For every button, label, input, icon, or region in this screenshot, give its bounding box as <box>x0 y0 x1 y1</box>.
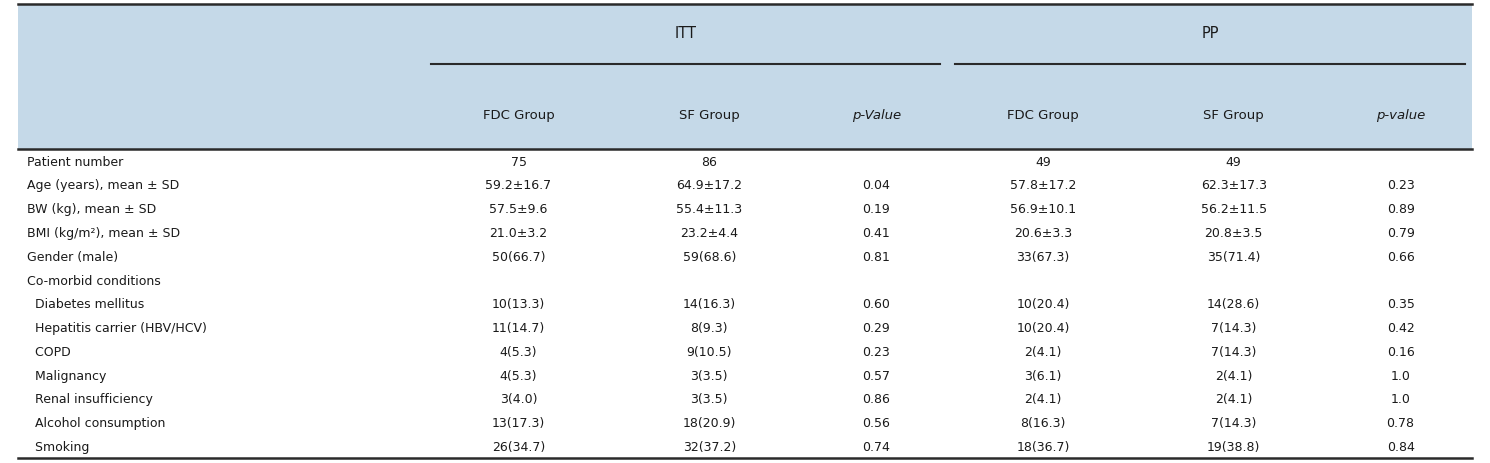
Text: 3(6.1): 3(6.1) <box>1024 369 1062 382</box>
Text: 32(37.2): 32(37.2) <box>682 440 736 453</box>
Text: 62.3±17.3: 62.3±17.3 <box>1201 179 1266 192</box>
Text: Alcohol consumption: Alcohol consumption <box>27 416 165 429</box>
Text: 59.2±16.7: 59.2±16.7 <box>486 179 551 192</box>
Text: 0.23: 0.23 <box>863 345 890 358</box>
Text: 0.35: 0.35 <box>1387 298 1414 311</box>
Text: 23.2±4.4: 23.2±4.4 <box>681 226 738 239</box>
Text: 7(14.3): 7(14.3) <box>1211 321 1256 334</box>
Text: SF Group: SF Group <box>679 109 739 122</box>
Text: 0.41: 0.41 <box>863 226 890 239</box>
Text: Co-morbid conditions: Co-morbid conditions <box>27 274 161 287</box>
Text: Smoking: Smoking <box>27 440 89 453</box>
Text: 0.60: 0.60 <box>863 298 890 311</box>
Text: 20.8±3.5: 20.8±3.5 <box>1204 226 1264 239</box>
Text: 8(16.3): 8(16.3) <box>1021 416 1065 429</box>
Text: 2(4.1): 2(4.1) <box>1214 369 1253 382</box>
Text: ITT: ITT <box>675 26 696 41</box>
Text: 35(71.4): 35(71.4) <box>1207 250 1261 263</box>
Text: 0.29: 0.29 <box>863 321 890 334</box>
Text: 57.5±9.6: 57.5±9.6 <box>489 203 548 216</box>
Text: 9(10.5): 9(10.5) <box>687 345 732 358</box>
Text: Malignancy: Malignancy <box>27 369 106 382</box>
Text: 10(13.3): 10(13.3) <box>492 298 545 311</box>
Text: 1.0: 1.0 <box>1390 369 1411 382</box>
Text: Renal insufficiency: Renal insufficiency <box>27 393 152 406</box>
Text: BW (kg), mean ± SD: BW (kg), mean ± SD <box>27 203 156 216</box>
Text: 4(5.3): 4(5.3) <box>499 369 538 382</box>
Text: 8(9.3): 8(9.3) <box>690 321 729 334</box>
Text: 0.81: 0.81 <box>863 250 890 263</box>
Text: 2(4.1): 2(4.1) <box>1024 345 1062 358</box>
Text: 49: 49 <box>1226 156 1241 169</box>
Text: 3(4.0): 3(4.0) <box>499 393 538 406</box>
Text: 0.23: 0.23 <box>1387 179 1414 192</box>
Text: 10(20.4): 10(20.4) <box>1016 298 1070 311</box>
Text: 7(14.3): 7(14.3) <box>1211 345 1256 358</box>
Bar <box>18 81 1472 150</box>
Text: Patient number: Patient number <box>27 156 124 169</box>
Text: 0.04: 0.04 <box>863 179 890 192</box>
Text: 55.4±11.3: 55.4±11.3 <box>676 203 742 216</box>
Text: 33(67.3): 33(67.3) <box>1016 250 1070 263</box>
Text: 0.78: 0.78 <box>1387 416 1414 429</box>
Text: SF Group: SF Group <box>1204 109 1264 122</box>
Text: 0.42: 0.42 <box>1387 321 1414 334</box>
Text: 75: 75 <box>511 156 526 169</box>
Text: 18(36.7): 18(36.7) <box>1016 440 1070 453</box>
Text: 0.86: 0.86 <box>863 393 890 406</box>
Text: 19(38.8): 19(38.8) <box>1207 440 1261 453</box>
Text: 18(20.9): 18(20.9) <box>682 416 736 429</box>
Text: 21.0±3.2: 21.0±3.2 <box>489 226 548 239</box>
Text: 56.2±11.5: 56.2±11.5 <box>1201 203 1266 216</box>
Text: 0.74: 0.74 <box>863 440 890 453</box>
Text: 3(3.5): 3(3.5) <box>690 393 729 406</box>
Text: 0.79: 0.79 <box>1387 226 1414 239</box>
Text: 86: 86 <box>702 156 717 169</box>
Text: 2(4.1): 2(4.1) <box>1214 393 1253 406</box>
Text: 26(34.7): 26(34.7) <box>492 440 545 453</box>
Text: 0.56: 0.56 <box>863 416 890 429</box>
Bar <box>18 5 1472 81</box>
Text: 7(14.3): 7(14.3) <box>1211 416 1256 429</box>
Text: BMI (kg/m²), mean ± SD: BMI (kg/m²), mean ± SD <box>27 226 180 239</box>
Text: 4(5.3): 4(5.3) <box>499 345 538 358</box>
Text: 13(17.3): 13(17.3) <box>492 416 545 429</box>
Text: 59(68.6): 59(68.6) <box>682 250 736 263</box>
Text: 57.8±17.2: 57.8±17.2 <box>1010 179 1076 192</box>
Text: 14(28.6): 14(28.6) <box>1207 298 1261 311</box>
Text: Gender (male): Gender (male) <box>27 250 118 263</box>
Text: 0.16: 0.16 <box>1387 345 1414 358</box>
Text: 0.57: 0.57 <box>863 369 890 382</box>
Text: Age (years), mean ± SD: Age (years), mean ± SD <box>27 179 179 192</box>
Text: 3(3.5): 3(3.5) <box>690 369 729 382</box>
Text: 0.19: 0.19 <box>863 203 890 216</box>
Text: 49: 49 <box>1036 156 1050 169</box>
Text: 56.9±10.1: 56.9±10.1 <box>1010 203 1076 216</box>
Text: p-Value: p-Value <box>852 109 900 122</box>
Text: 0.89: 0.89 <box>1387 203 1414 216</box>
Text: FDC Group: FDC Group <box>483 109 554 122</box>
Text: FDC Group: FDC Group <box>1007 109 1079 122</box>
Text: p-value: p-value <box>1375 109 1426 122</box>
Text: 10(20.4): 10(20.4) <box>1016 321 1070 334</box>
Text: 0.66: 0.66 <box>1387 250 1414 263</box>
Text: Hepatitis carrier (HBV/HCV): Hepatitis carrier (HBV/HCV) <box>27 321 207 334</box>
Text: 1.0: 1.0 <box>1390 393 1411 406</box>
Text: 11(14.7): 11(14.7) <box>492 321 545 334</box>
Text: 50(66.7): 50(66.7) <box>492 250 545 263</box>
Text: 20.6±3.3: 20.6±3.3 <box>1013 226 1073 239</box>
Text: Diabetes mellitus: Diabetes mellitus <box>27 298 145 311</box>
Text: 0.84: 0.84 <box>1387 440 1414 453</box>
Text: 2(4.1): 2(4.1) <box>1024 393 1062 406</box>
Text: COPD: COPD <box>27 345 70 358</box>
Text: 14(16.3): 14(16.3) <box>682 298 736 311</box>
Text: PP: PP <box>1201 26 1219 41</box>
Text: 64.9±17.2: 64.9±17.2 <box>676 179 742 192</box>
